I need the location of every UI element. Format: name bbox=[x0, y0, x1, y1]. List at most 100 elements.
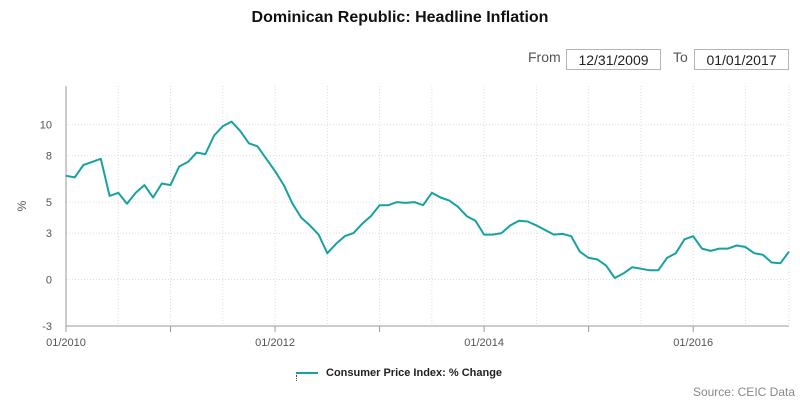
data-point bbox=[421, 203, 426, 208]
data-point bbox=[682, 237, 687, 242]
data-point bbox=[316, 232, 321, 237]
data-point bbox=[517, 218, 522, 223]
data-point bbox=[194, 150, 199, 155]
x-tick-label: 01/2012 bbox=[255, 337, 295, 349]
data-point bbox=[159, 181, 164, 186]
data-point bbox=[412, 200, 417, 205]
y-tick-label: 0 bbox=[46, 275, 52, 287]
data-point bbox=[490, 232, 495, 237]
data-point bbox=[177, 164, 182, 169]
data-point bbox=[577, 249, 582, 254]
data-point bbox=[246, 141, 251, 146]
data-point bbox=[203, 152, 208, 157]
data-point bbox=[612, 276, 617, 281]
data-point bbox=[273, 169, 278, 174]
data-point bbox=[726, 246, 731, 251]
y-axis-label: % bbox=[15, 200, 29, 211]
data-point bbox=[255, 144, 260, 149]
data-point bbox=[386, 203, 391, 208]
legend-label: Consumer Price Index: % Change bbox=[326, 367, 503, 379]
y-tick-label: 5 bbox=[46, 197, 52, 209]
data-point bbox=[708, 248, 713, 253]
data-point bbox=[560, 231, 565, 236]
data-point bbox=[360, 221, 365, 226]
data-point bbox=[81, 163, 86, 168]
data-point bbox=[543, 228, 548, 233]
legend[interactable]: Consumer Price Index: % Change bbox=[296, 367, 503, 381]
data-point bbox=[116, 190, 121, 195]
data-point bbox=[377, 203, 382, 208]
from-date-field[interactable]: 12/31/2009 bbox=[566, 49, 661, 70]
data-point bbox=[307, 223, 312, 228]
data-point bbox=[586, 255, 591, 260]
axes: -3 0 3 5 8 10 01/2010 01/2012 01/2014 01/2016% bbox=[15, 86, 789, 349]
data-point bbox=[168, 183, 173, 188]
data-point bbox=[691, 234, 696, 239]
data-point bbox=[98, 156, 103, 161]
data-point bbox=[133, 190, 138, 195]
to-label: To bbox=[673, 49, 688, 65]
data-point bbox=[752, 251, 757, 256]
legend-swatch bbox=[296, 372, 318, 381]
data-point bbox=[769, 260, 774, 265]
data-point bbox=[569, 234, 574, 239]
data-point bbox=[325, 251, 330, 256]
data-point bbox=[621, 271, 626, 276]
data-point bbox=[734, 243, 739, 248]
data-point bbox=[395, 200, 400, 205]
data-point bbox=[264, 156, 269, 161]
data-point bbox=[447, 198, 452, 203]
data-point bbox=[464, 214, 469, 219]
data-point bbox=[64, 173, 69, 178]
data-point bbox=[673, 251, 678, 256]
data-point bbox=[290, 201, 295, 206]
data-point bbox=[72, 175, 77, 180]
series-layer bbox=[64, 119, 792, 281]
x-tick-label: 01/2010 bbox=[46, 337, 86, 349]
grid-lines bbox=[65, 86, 790, 327]
data-point bbox=[299, 215, 304, 220]
data-point bbox=[743, 245, 748, 250]
data-point bbox=[151, 195, 156, 200]
data-point bbox=[656, 268, 661, 273]
y-tick-label: 8 bbox=[46, 151, 52, 163]
data-point bbox=[125, 201, 130, 206]
data-point bbox=[525, 219, 530, 224]
data-point bbox=[429, 190, 434, 195]
data-point bbox=[238, 128, 243, 133]
data-point bbox=[499, 231, 504, 236]
data-point bbox=[438, 195, 443, 200]
data-point bbox=[334, 241, 339, 246]
data-point bbox=[604, 263, 609, 268]
data-point bbox=[229, 119, 234, 124]
from-label: From bbox=[528, 49, 561, 65]
data-point bbox=[647, 268, 652, 273]
data-point bbox=[482, 232, 487, 237]
data-point bbox=[456, 204, 461, 209]
data-point bbox=[281, 183, 286, 188]
source-note: Source: CEIC Data bbox=[692, 385, 795, 399]
data-point bbox=[342, 234, 347, 239]
data-point bbox=[534, 223, 539, 228]
data-point bbox=[787, 249, 792, 254]
data-point bbox=[90, 159, 95, 164]
data-point bbox=[717, 246, 722, 251]
to-date-field[interactable]: 01/01/2017 bbox=[694, 49, 789, 70]
data-point bbox=[142, 183, 147, 188]
series-line bbox=[65, 120, 790, 279]
data-point bbox=[473, 218, 478, 223]
data-point bbox=[551, 232, 556, 237]
data-point bbox=[699, 246, 704, 251]
data-point bbox=[368, 214, 373, 219]
x-tick-label: 01/2016 bbox=[673, 337, 713, 349]
data-point bbox=[778, 261, 783, 266]
data-point bbox=[665, 255, 670, 260]
x-tick-label: 01/2014 bbox=[464, 337, 504, 349]
data-point bbox=[220, 124, 225, 129]
data-point bbox=[638, 266, 643, 271]
y-tick-label: 3 bbox=[46, 228, 52, 240]
data-point bbox=[760, 252, 765, 257]
chart-title: Dominican Republic: Headline Inflation bbox=[251, 9, 549, 26]
data-point bbox=[107, 193, 112, 198]
